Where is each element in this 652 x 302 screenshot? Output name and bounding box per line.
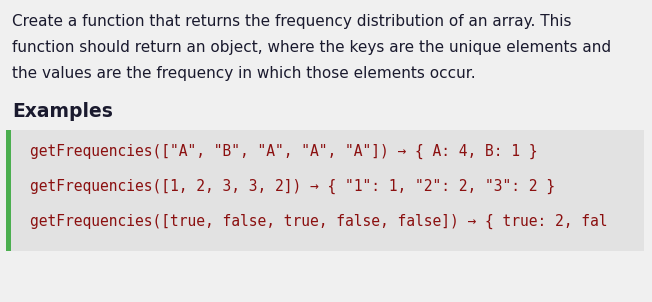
Text: getFrequencies([1, 2, 3, 3, 2]) → { "1": 1, "2": 2, "3": 2 }: getFrequencies([1, 2, 3, 3, 2]) → { "1":…: [30, 179, 555, 194]
Text: function should return an object, where the keys are the unique elements and: function should return an object, where …: [12, 40, 611, 55]
Text: getFrequencies([true, false, true, false, false]) → { true: 2, fal: getFrequencies([true, false, true, false…: [30, 214, 608, 229]
Bar: [6, 130, 644, 251]
Text: getFrequencies(["A", "B", "A", "A", "A"]) → { A: 4, B: 1 }: getFrequencies(["A", "B", "A", "A", "A"]…: [30, 144, 537, 159]
Bar: [6, 130, 11, 251]
Text: the values are the frequency in which those elements occur.: the values are the frequency in which th…: [12, 66, 475, 81]
Text: Examples: Examples: [12, 102, 113, 121]
Text: Create a function that returns the frequency distribution of an array. This: Create a function that returns the frequ…: [12, 14, 572, 29]
